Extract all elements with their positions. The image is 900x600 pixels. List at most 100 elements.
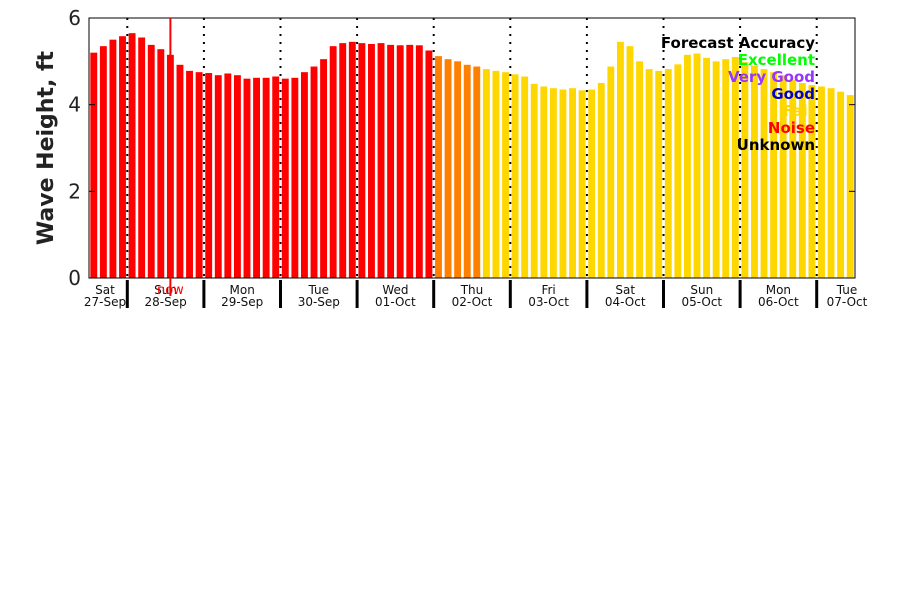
plot-frame — [88, 17, 856, 279]
bar — [109, 39, 117, 278]
bar — [693, 53, 701, 278]
bar — [377, 43, 385, 278]
x-tick-date: 04-Oct — [605, 295, 646, 309]
y-axis: 0 2 4 6 — [68, 6, 855, 290]
bar — [502, 72, 509, 278]
bar — [176, 64, 184, 278]
bar — [454, 61, 462, 278]
bar — [655, 70, 663, 279]
bar — [530, 83, 538, 279]
x-tick-date: 03-Oct — [528, 295, 569, 309]
bar — [444, 59, 452, 278]
bar — [339, 43, 347, 278]
bar — [300, 72, 308, 278]
bar — [540, 86, 548, 278]
x-tick-day: Tue — [308, 283, 330, 297]
bar — [760, 69, 768, 278]
bar — [636, 61, 644, 278]
bar — [310, 66, 318, 278]
x-tick-date: 05-Oct — [681, 295, 722, 309]
x-tick-day: Fri — [541, 283, 555, 297]
x-tick-date: 06-Oct — [758, 295, 799, 309]
bar — [157, 49, 165, 279]
bar — [348, 41, 356, 278]
x-tick-date: 27-Sep — [84, 295, 126, 309]
legend-item: Unknown — [737, 136, 815, 154]
bar — [712, 61, 720, 278]
bar — [147, 44, 155, 279]
bar — [751, 65, 758, 278]
x-tick-day: Sun — [690, 283, 713, 297]
x-tick-date: 02-Oct — [452, 295, 493, 309]
bar — [808, 85, 816, 278]
bar — [559, 89, 567, 278]
bar — [262, 77, 270, 278]
x-tick-date: 28-Sep — [144, 295, 186, 309]
bar — [473, 66, 481, 278]
bar — [578, 90, 586, 279]
bar — [291, 77, 299, 278]
bar — [511, 74, 519, 278]
legend-title: Forecast Accuracy — [661, 34, 815, 52]
bar — [645, 69, 653, 278]
x-tick-day: Sat — [615, 283, 635, 297]
bar — [818, 86, 825, 278]
bar — [492, 70, 500, 279]
bar — [358, 43, 366, 278]
y-tick-label: 6 — [68, 6, 81, 30]
bar — [186, 70, 193, 279]
bar — [396, 45, 404, 278]
x-tick-day: Tue — [836, 283, 858, 297]
bar — [837, 91, 845, 278]
x-tick-day: Mon — [230, 283, 255, 297]
x-tick-date: 30-Sep — [298, 295, 340, 309]
bar — [827, 88, 835, 278]
bar — [798, 83, 806, 278]
bar — [138, 37, 146, 278]
bar — [128, 33, 136, 278]
bar — [626, 46, 634, 278]
x-tick-date: 07-Oct — [827, 295, 868, 309]
bar — [674, 64, 682, 279]
now-label: now — [157, 283, 184, 298]
x-tick-day: Mon — [766, 283, 791, 297]
bar — [703, 57, 711, 279]
bar — [722, 59, 730, 278]
bar — [521, 76, 529, 278]
bar — [119, 36, 126, 279]
day-gridlines — [126, 18, 818, 278]
bar — [214, 75, 222, 278]
y-tick-label: 2 — [68, 179, 81, 203]
bar — [368, 44, 375, 278]
bar — [387, 44, 395, 279]
legend-item: Good — [771, 85, 815, 103]
bar — [195, 72, 203, 278]
y-tick-label: 0 — [68, 266, 81, 290]
bar — [846, 95, 854, 278]
bar — [731, 57, 739, 278]
bar — [569, 88, 576, 278]
bar — [683, 54, 691, 278]
bar — [588, 89, 596, 278]
bar — [549, 88, 557, 278]
bar — [243, 78, 251, 278]
x-tick-date: 29-Sep — [221, 295, 263, 309]
bar — [616, 41, 624, 278]
bar — [789, 79, 797, 278]
legend-item: Noise — [768, 119, 815, 137]
bar — [99, 46, 107, 278]
bar — [779, 75, 787, 278]
x-tick-day: Wed — [382, 283, 408, 297]
bar — [320, 59, 328, 278]
bar — [607, 66, 615, 278]
bar — [233, 75, 241, 278]
bar — [482, 69, 490, 278]
bar — [329, 46, 337, 278]
bar — [253, 77, 261, 278]
bar — [425, 50, 433, 278]
legend-item: Very Good — [728, 68, 815, 86]
bar — [281, 78, 289, 278]
bar — [741, 62, 749, 279]
